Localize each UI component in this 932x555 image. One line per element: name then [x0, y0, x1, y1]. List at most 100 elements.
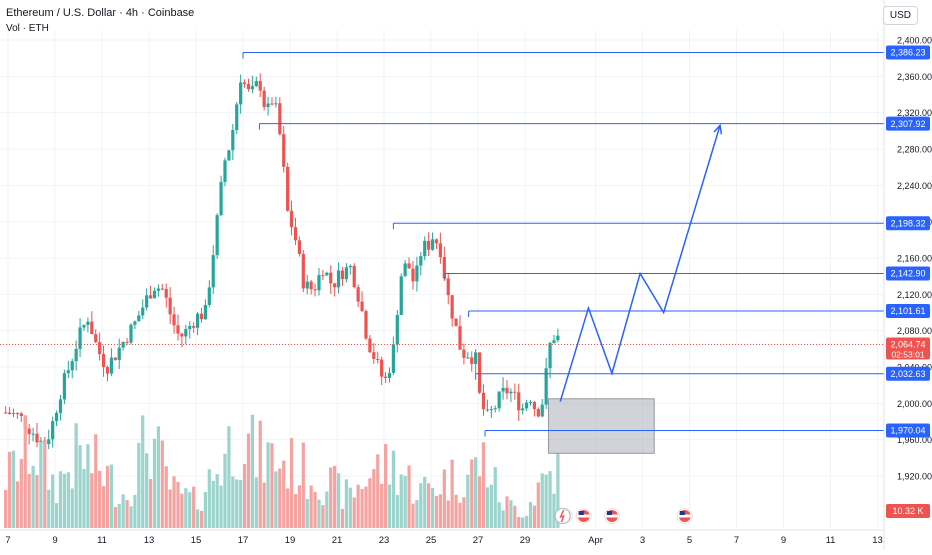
- candle: [282, 134, 286, 167]
- volume-bar: [133, 494, 137, 528]
- volume-bar: [309, 485, 313, 528]
- candle: [258, 81, 262, 91]
- candle: [219, 181, 223, 216]
- volume-bar: [540, 473, 544, 528]
- level-price-tag: 2,142.90: [890, 269, 925, 279]
- candle: [438, 243, 442, 258]
- level-price-tag: 1,970.04: [890, 426, 925, 436]
- candle: [19, 413, 23, 416]
- candle: [458, 326, 462, 350]
- candle: [47, 439, 51, 445]
- candle: [188, 326, 192, 329]
- candle: [242, 82, 247, 85]
- volume-bar: [19, 458, 23, 528]
- volume-bar: [368, 478, 372, 528]
- volume-bar: [395, 494, 399, 528]
- candle: [227, 150, 231, 161]
- volume-bar: [360, 489, 364, 528]
- candle: [329, 272, 333, 284]
- candle: [552, 340, 556, 344]
- candle: [239, 82, 243, 105]
- currency-button[interactable]: USD: [882, 6, 918, 25]
- volume-bar: [211, 480, 215, 528]
- volume-bar: [489, 484, 493, 528]
- candle: [544, 368, 548, 405]
- us-flag-canton: [578, 511, 584, 515]
- candle: [301, 253, 305, 289]
- volume-bar: [101, 486, 106, 528]
- volume-bar: [231, 476, 235, 528]
- volume-bar: [391, 450, 395, 528]
- y-tick-label: 2,360.00: [897, 72, 932, 82]
- volume-bar: [105, 465, 110, 528]
- candle: [74, 348, 78, 362]
- level-price-tag-bg: [886, 366, 930, 381]
- y-tick-label: 1,920.00: [897, 472, 932, 482]
- volume-bar: [192, 486, 196, 528]
- volume-bar: [446, 500, 450, 528]
- candle: [415, 265, 419, 282]
- level-price-tag-bg: [886, 116, 930, 131]
- current-price-tag-bg: [886, 337, 930, 360]
- volume-bar: [7, 451, 12, 528]
- volume-bar: [258, 420, 262, 528]
- level-price-tag: 2,101.61: [890, 306, 925, 316]
- candle: [348, 265, 352, 268]
- candle: [141, 307, 145, 316]
- volume-bar: [11, 450, 16, 528]
- volume-bar: [90, 473, 94, 528]
- volume-bar: [419, 483, 423, 528]
- candle: [125, 341, 129, 343]
- candle: [325, 272, 329, 276]
- candle: [556, 335, 560, 341]
- candle: [427, 240, 431, 250]
- volume-bar: [313, 491, 317, 528]
- candle: [380, 359, 384, 377]
- candle: [344, 267, 348, 280]
- candle: [31, 433, 35, 435]
- volume-bar: [513, 505, 517, 528]
- volume-bar: [242, 464, 247, 528]
- volume-bar: [66, 472, 70, 528]
- candle: [477, 352, 482, 393]
- candle: [411, 268, 415, 282]
- volume-bar: [427, 483, 431, 528]
- volume-bar: [415, 500, 419, 528]
- volume-bar: [266, 442, 270, 528]
- candle: [536, 408, 540, 417]
- candle: [164, 288, 168, 298]
- volume-bar: [148, 478, 153, 528]
- volume-bar: [152, 438, 157, 528]
- volume-bar: [278, 468, 282, 528]
- candle: [235, 104, 239, 131]
- volume-bar: [15, 481, 19, 528]
- candle: [419, 256, 423, 266]
- volume-bar: [430, 487, 435, 528]
- candle: [180, 333, 184, 337]
- volume-bar: [297, 485, 301, 528]
- volume-bar: [176, 481, 180, 528]
- volume-bar: [117, 504, 121, 528]
- volume-bar: [376, 454, 380, 528]
- volume-bar: [47, 489, 51, 528]
- volume-bar: [434, 495, 439, 528]
- volume-bar: [556, 452, 560, 528]
- candle: [94, 334, 98, 343]
- volume-bar: [113, 506, 117, 528]
- volume-bar: [94, 434, 98, 528]
- candle: [199, 313, 204, 320]
- candle: [532, 402, 536, 409]
- volume-bar: [58, 471, 63, 528]
- candle: [137, 315, 141, 322]
- volume-bar: [301, 442, 305, 528]
- volume-bar: [521, 517, 525, 528]
- candle: [195, 313, 200, 328]
- candle: [105, 367, 110, 374]
- volume-bar: [505, 496, 509, 528]
- candle: [517, 392, 521, 411]
- candle: [442, 257, 446, 279]
- candle: [289, 210, 294, 228]
- level-price-tag: 2,032.63: [890, 369, 925, 379]
